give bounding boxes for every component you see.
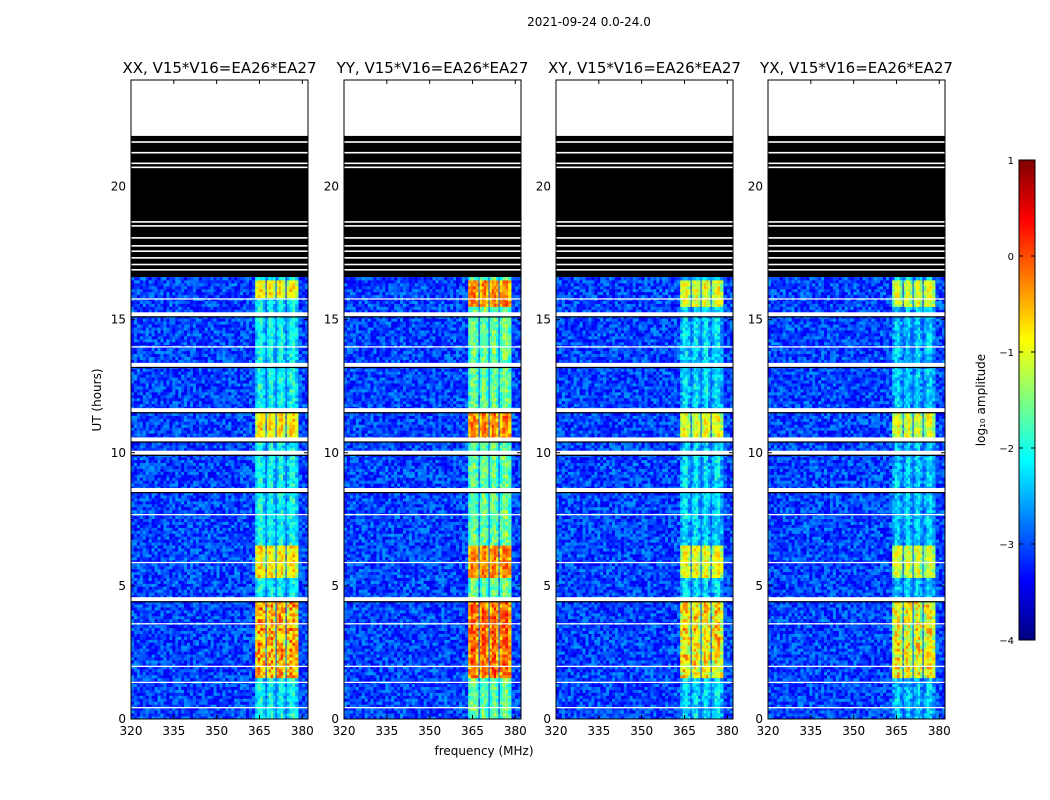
data-gap [131, 597, 308, 602]
y-tick-label: 0 [331, 712, 339, 726]
panel-title: YX, V15*V16=EA26*EA27 [759, 59, 953, 77]
y-tick-label: 20 [748, 180, 763, 194]
y-tick-label: 5 [755, 579, 763, 593]
data-gap [131, 408, 308, 413]
data-gap [768, 597, 945, 602]
colorbar: 1 0 −1 −2 −3 −4 [999, 156, 1036, 647]
data-gap [344, 312, 521, 317]
x-tick-label: 365 [885, 724, 908, 738]
data-gap [131, 450, 308, 455]
heatmap-image [556, 80, 733, 719]
y-tick-label: 10 [536, 446, 551, 460]
x-tick-label: 320 [545, 724, 568, 738]
x-tick-label: 320 [757, 724, 780, 738]
y-tick-label: 10 [324, 446, 339, 460]
colorbar-tick-label: −1 [999, 348, 1014, 359]
data-gap [344, 408, 521, 413]
data-gap [556, 597, 733, 602]
panel-4: YX, V15*V16=EA26*EA27 320 335 350 365 380 0 5 10… [748, 59, 953, 738]
data-gap [344, 450, 521, 455]
colorbar-tick-label: 0 [1008, 252, 1014, 263]
x-tick-label: 350 [630, 724, 653, 738]
colorbar-label: log₁₀ amplitude [974, 354, 988, 446]
data-gap [556, 450, 733, 455]
x-axis-label: frequency (MHz) [434, 744, 533, 758]
panels-group: XX, V15*V16=EA26*EA27 320 335 350 365 380 0 5 10… [111, 59, 953, 738]
y-tick-label: 15 [748, 313, 763, 327]
axes-frame [767, 79, 946, 720]
y-tick-label: 15 [536, 313, 551, 327]
x-tick-label: 350 [418, 724, 441, 738]
heatmap-image [344, 80, 521, 719]
colorbar-tick-label: −3 [999, 540, 1014, 551]
y-tick-label: 10 [111, 446, 126, 460]
x-tick-label: 380 [716, 724, 739, 738]
data-gap [556, 312, 733, 317]
x-tick-label: 365 [248, 724, 271, 738]
y-tick-label: 20 [536, 180, 551, 194]
x-tick-label: 350 [205, 724, 228, 738]
y-tick-label: 5 [118, 579, 126, 593]
data-gap [344, 437, 521, 442]
y-tick-label: 5 [543, 579, 551, 593]
data-gap [344, 597, 521, 602]
x-tick-label: 320 [333, 724, 356, 738]
colorbar-tick-label: −4 [999, 636, 1014, 647]
colorbar-tick-label: −2 [999, 444, 1014, 455]
axes-frame [343, 79, 522, 720]
data-gap [768, 450, 945, 455]
y-tick-label: 15 [324, 313, 339, 327]
colorbar-tick-label: 1 [1008, 156, 1014, 167]
y-tick-label: 0 [755, 712, 763, 726]
data-gap [131, 312, 308, 317]
x-tick-label: 365 [673, 724, 696, 738]
y-tick-label: 0 [543, 712, 551, 726]
panel-title: XY, V15*V16=EA26*EA27 [548, 59, 741, 77]
y-tick-label: 5 [331, 579, 339, 593]
data-gap [556, 488, 733, 493]
heatmap-image [131, 80, 308, 719]
axes-frame [555, 79, 734, 720]
x-tick-label: 335 [375, 724, 398, 738]
data-gap [556, 362, 733, 367]
data-gap [768, 437, 945, 442]
axes-frame [130, 79, 309, 720]
data-gap [344, 488, 521, 493]
heatmap-image [768, 80, 945, 719]
y-tick-label: 20 [111, 180, 126, 194]
panel-title: XX, V15*V16=EA26*EA27 [122, 59, 316, 77]
data-gap [556, 408, 733, 413]
panel-3: XY, V15*V16=EA26*EA27 320 335 350 365 380 0 5 10… [536, 59, 741, 738]
data-gap [768, 488, 945, 493]
y-tick-label: 10 [748, 446, 763, 460]
y-tick-label: 0 [118, 712, 126, 726]
x-tick-label: 380 [291, 724, 314, 738]
data-gap [768, 362, 945, 367]
data-gap [768, 408, 945, 413]
panel-1: XX, V15*V16=EA26*EA27 320 335 350 365 380 0 5 10… [111, 59, 317, 738]
data-gap [768, 312, 945, 317]
data-gap [344, 362, 521, 367]
data-gap [131, 488, 308, 493]
x-tick-label: 365 [461, 724, 484, 738]
colorbar-gradient [1018, 159, 1036, 641]
data-gap [131, 437, 308, 442]
x-tick-label: 350 [842, 724, 865, 738]
x-tick-label: 335 [587, 724, 610, 738]
y-tick-label: 20 [324, 180, 339, 194]
y-axis-label: UT (hours) [90, 368, 104, 431]
x-tick-label: 320 [120, 724, 143, 738]
data-gap [556, 437, 733, 442]
figure-suptitle: 2021-09-24 0.0-24.0 [527, 15, 651, 29]
y-tick-label: 15 [111, 313, 126, 327]
x-tick-label: 335 [162, 724, 185, 738]
data-gap [131, 362, 308, 367]
x-tick-label: 380 [928, 724, 951, 738]
panel-2: YY, V15*V16=EA26*EA27 320 335 350 365 380 0 5 10… [324, 59, 529, 738]
x-tick-label: 335 [799, 724, 822, 738]
panel-title: YY, V15*V16=EA26*EA27 [336, 59, 529, 77]
x-tick-label: 380 [504, 724, 527, 738]
